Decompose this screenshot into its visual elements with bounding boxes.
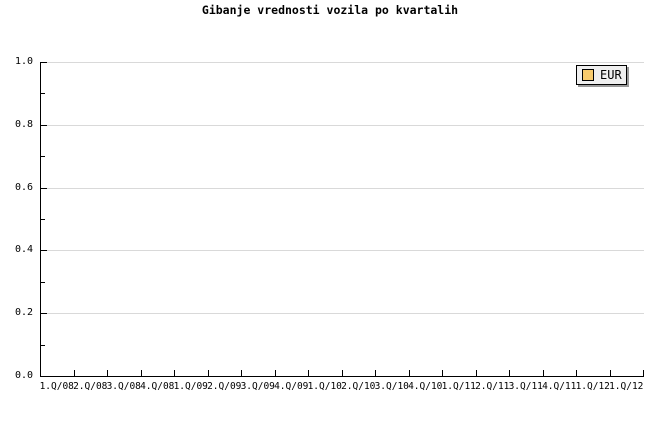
- y-minor-tick: [41, 282, 45, 283]
- y-major-tick: [41, 250, 47, 251]
- y-major-tick: [41, 188, 47, 189]
- x-tick-label: 2.Q/08: [73, 381, 108, 392]
- x-tick-label: 3.Q/11: [508, 381, 543, 392]
- x-tick: [643, 370, 644, 376]
- y-tick-label: 0.6: [14, 182, 33, 193]
- x-tick-label: 1.Q/08: [39, 381, 74, 392]
- y-tick-label: 0.2: [14, 307, 33, 318]
- x-tick: [375, 370, 376, 376]
- x-tick-label: 1.Q/09: [173, 381, 208, 392]
- y-major-tick: [41, 313, 47, 314]
- x-tick-label: 4.Q/09: [274, 381, 309, 392]
- x-tick-label: 1.Q/12: [609, 381, 644, 392]
- x-tick-label: 3.Q/10: [374, 381, 409, 392]
- x-tick: [174, 370, 175, 376]
- legend-color-swatch-eur: [582, 69, 594, 81]
- x-tick: [308, 370, 309, 376]
- x-tick-label: 1.Q/11: [441, 381, 476, 392]
- gridline: [41, 188, 644, 189]
- x-tick: [476, 370, 477, 376]
- gridline: [41, 125, 644, 126]
- x-tick-label: 2.Q/10: [341, 381, 376, 392]
- legend: EUR: [576, 65, 627, 85]
- x-tick: [275, 370, 276, 376]
- x-axis-line: [40, 376, 644, 377]
- y-tick-label: 0.4: [14, 244, 33, 255]
- gridline: [41, 250, 644, 251]
- x-tick-label: 4.Q/08: [140, 381, 175, 392]
- y-major-tick: [41, 62, 47, 63]
- y-tick-label: 0.8: [14, 119, 33, 130]
- x-tick-label: 2.Q/11: [475, 381, 510, 392]
- x-tick: [107, 370, 108, 376]
- y-minor-tick: [41, 219, 45, 220]
- x-tick: [442, 370, 443, 376]
- x-tick: [576, 370, 577, 376]
- x-tick: [141, 370, 142, 376]
- y-minor-tick: [41, 156, 45, 157]
- x-tick: [509, 370, 510, 376]
- x-tick: [74, 370, 75, 376]
- x-tick-label: 3.Q/08: [106, 381, 141, 392]
- x-tick: [610, 370, 611, 376]
- x-tick-label: 4.Q/11: [542, 381, 577, 392]
- gridline: [41, 62, 644, 63]
- legend-series-label: EUR: [600, 68, 622, 82]
- y-minor-tick: [41, 93, 45, 94]
- x-tick: [543, 370, 544, 376]
- x-tick-label: 4.Q/10: [408, 381, 443, 392]
- y-minor-tick: [41, 345, 45, 346]
- x-tick-label: 1.Q/10: [307, 381, 342, 392]
- y-tick-label: 1.0: [14, 56, 33, 67]
- x-tick: [208, 370, 209, 376]
- chart-title: Gibanje vrednosti vozila po kvartalih: [201, 3, 459, 17]
- y-axis-line: [40, 62, 41, 377]
- x-tick-label: 1.Q/12: [575, 381, 610, 392]
- x-tick: [409, 370, 410, 376]
- x-tick-label: 3.Q/09: [240, 381, 275, 392]
- x-tick: [241, 370, 242, 376]
- x-tick: [342, 370, 343, 376]
- y-tick-label: 0.0: [14, 370, 33, 381]
- x-tick-label: 2.Q/09: [207, 381, 242, 392]
- y-major-tick: [41, 125, 47, 126]
- gridline: [41, 313, 644, 314]
